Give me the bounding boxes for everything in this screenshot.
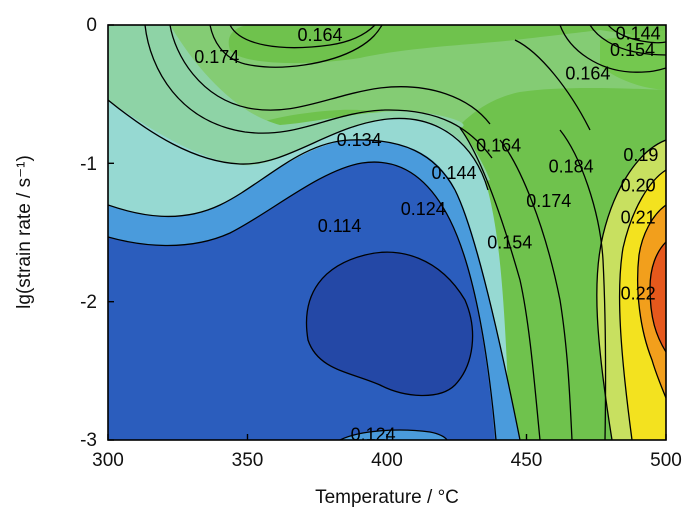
contour-line-right-0174 bbox=[514, 39, 591, 131]
contour-label: 0.19 bbox=[623, 145, 658, 165]
contour-line-0174-right bbox=[499, 139, 573, 440]
contour-line-0154 bbox=[144, 25, 493, 159]
contour-region-level-6 bbox=[306, 252, 473, 396]
contour-label: 0.124 bbox=[401, 199, 446, 219]
y-tick-label: -1 bbox=[80, 154, 97, 175]
contour-line-0164-left bbox=[169, 25, 491, 125]
contour-label: 0.22 bbox=[621, 284, 656, 304]
contour-label: 0.174 bbox=[194, 47, 239, 67]
contour-line-0154-top-right bbox=[589, 25, 666, 56]
contour-label: 0.21 bbox=[621, 207, 656, 227]
x-tick-label: 350 bbox=[232, 450, 264, 471]
y-tick-label: -3 bbox=[80, 430, 97, 451]
contour-line-0154-right bbox=[454, 189, 521, 440]
contour-line-0214 bbox=[637, 204, 666, 399]
contour-line-0144 bbox=[108, 99, 489, 191]
contour-line-0224 bbox=[649, 241, 666, 353]
contour-line-0174 bbox=[209, 25, 383, 68]
contour-line-0164-top-right bbox=[559, 25, 666, 73]
x-axis: 300 350 400 450 500 Temperature / °C bbox=[92, 434, 682, 508]
x-tick-label: 400 bbox=[371, 450, 403, 471]
contour-region-level-12 bbox=[650, 242, 666, 352]
contour-label: 0.20 bbox=[621, 176, 656, 196]
contour-label: 0.114 bbox=[318, 216, 362, 236]
x-axis-label: Temperature / °C bbox=[315, 487, 459, 508]
contour-label: 0.144 bbox=[431, 163, 476, 183]
contour-line-0114 bbox=[306, 251, 474, 397]
contour-line-0164-right bbox=[459, 127, 541, 440]
x-tick-label: 300 bbox=[92, 450, 124, 471]
contour-region-level-1 bbox=[108, 25, 666, 130]
y-tick-label: -2 bbox=[80, 292, 97, 313]
y-axis-label: lg(strain rate / s⁻¹) bbox=[14, 155, 35, 309]
contour-label: 0.174 bbox=[526, 191, 571, 211]
contour-label: 0.144 bbox=[616, 23, 661, 43]
contour-line-0144-top-right bbox=[607, 25, 666, 44]
contour-label: 0.164 bbox=[297, 25, 342, 45]
x-tick-label: 500 bbox=[650, 450, 682, 471]
contour-line-0194 bbox=[596, 139, 666, 440]
contour-label: 0.134 bbox=[337, 130, 382, 150]
contour-fill-layer bbox=[108, 25, 666, 440]
contour-label: 0.154 bbox=[610, 40, 655, 60]
contour-region-level-8 bbox=[600, 30, 666, 90]
contour-region-level-3 bbox=[108, 100, 510, 440]
contour-line-0124 bbox=[108, 161, 497, 440]
contour-line-0184 bbox=[559, 129, 607, 440]
contour-label: 0.154 bbox=[487, 232, 532, 252]
y-tick-label: 0 bbox=[86, 15, 97, 36]
y-axis: 0 -1 -2 -3 lg(strain rate / s⁻¹) bbox=[14, 15, 114, 451]
contour-label: 0.164 bbox=[476, 135, 521, 155]
contour-label: 0.124 bbox=[351, 425, 396, 445]
contour-label: 0.164 bbox=[565, 64, 610, 84]
contour-line-0164-top bbox=[229, 25, 376, 49]
contour-label: 0.184 bbox=[549, 156, 594, 176]
x-tick-label: 450 bbox=[511, 450, 543, 471]
contour-line-0124-bottom bbox=[339, 429, 448, 440]
contour-line-0204 bbox=[618, 169, 666, 440]
contour-line-0134 bbox=[108, 139, 456, 218]
